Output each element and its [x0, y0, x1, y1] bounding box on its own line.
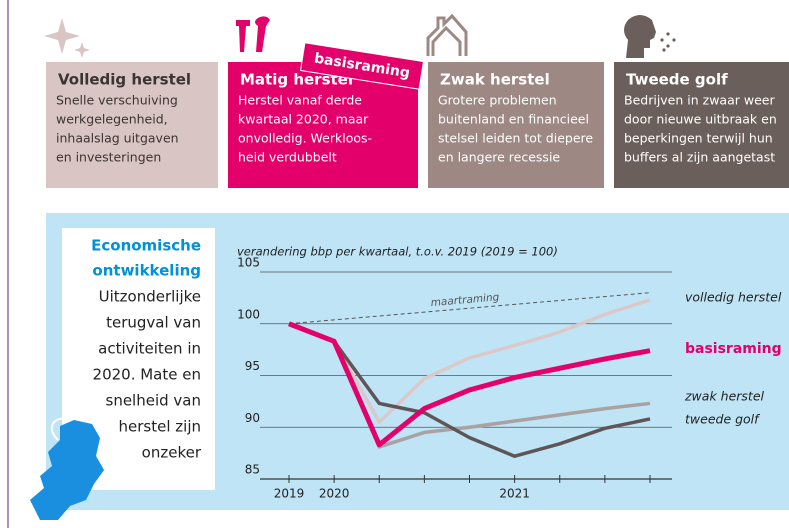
- series-line: [288, 298, 651, 424]
- y-tick-label: 105: [237, 256, 260, 270]
- card-text: Snelle verschuiving: [56, 93, 178, 108]
- x-tick-label: 2021: [499, 487, 530, 501]
- y-tick-label: 85: [245, 463, 260, 477]
- line-chart: verandering bbp per kwartaal, t.o.v. 201…: [237, 245, 782, 501]
- x-tick-label: 2019: [274, 487, 305, 501]
- head-icon: [624, 15, 656, 58]
- card: [428, 62, 604, 188]
- y-tick-label: 95: [245, 359, 260, 373]
- card-text: buitenland en financieel: [438, 112, 589, 127]
- card: [46, 62, 218, 188]
- series-line: [288, 322, 651, 458]
- x-tick-label: 2020: [319, 487, 350, 501]
- cards: Volledig herstel Snelle verschuiving werkg…: [46, 42, 789, 188]
- card-text: door nieuwe uitbraak en: [624, 112, 777, 127]
- series-label: basisraming: [685, 341, 782, 357]
- y-tick-label: 90: [245, 411, 260, 425]
- chart-subtitle: verandering bbp per kwartaal, t.o.v. 201…: [237, 245, 558, 259]
- card-text: werkgelegenheid,: [56, 112, 168, 127]
- card-title: Tweede golf: [626, 71, 728, 89]
- card-title: Matig herstel: [240, 71, 353, 89]
- card-text: Bedrijven in zwaar weer: [624, 93, 775, 108]
- netherlands-map: [30, 420, 104, 520]
- sidebar-text: herstel zijn: [119, 418, 201, 436]
- card-text: Grotere problemen: [438, 93, 557, 108]
- card-text: en investeringen: [56, 150, 161, 165]
- series-label: maartraming: [430, 291, 500, 309]
- sidebar-text: terugval van: [106, 314, 201, 332]
- series-line: [288, 321, 651, 448]
- headphones: [50, 417, 71, 441]
- card-text: heid verdubbelt: [238, 150, 337, 165]
- sidebar-text: snelheid van: [106, 392, 202, 410]
- sidebar-heading: ontwikkeling: [92, 262, 201, 280]
- card-text: stelsel leiden tot diepere: [438, 131, 593, 146]
- card-title: Volledig herstel: [58, 71, 191, 89]
- tools-icon: [236, 16, 270, 52]
- card: [614, 62, 789, 188]
- sidebar-text: activiteiten in: [98, 340, 201, 358]
- house-icon: [426, 13, 468, 56]
- card-text: beperkingen terwijl hun: [624, 131, 773, 146]
- badge-box: [299, 42, 425, 90]
- sidebar-heading: Economische: [91, 237, 201, 255]
- series-line: [288, 292, 651, 325]
- card-text: onvolledig. Werkloos-: [238, 131, 372, 146]
- card-text: buffers al zijn aangetast: [624, 150, 775, 165]
- sidebar-text: onzeker: [142, 444, 202, 462]
- series-label: zwak herstel: [684, 389, 765, 404]
- sparkle-icon: [44, 18, 90, 58]
- sidebar-text: 2020. Mate en: [93, 366, 201, 384]
- card-title: Zwak herstel: [440, 71, 550, 89]
- card-text: kwartaal 2020, maar: [238, 112, 369, 127]
- cough-dots: [660, 32, 676, 52]
- card-text: Herstel vanaf derde: [238, 93, 362, 108]
- card-text: en langere recessie: [438, 150, 560, 165]
- series-label: tweede golf: [685, 412, 760, 427]
- series-label: volledig herstel: [685, 290, 782, 305]
- sidebar-text: Uitzonderlijke: [99, 288, 201, 306]
- y-tick-label: 100: [237, 307, 260, 321]
- card-text: inhaalslag uitgaven: [56, 131, 179, 146]
